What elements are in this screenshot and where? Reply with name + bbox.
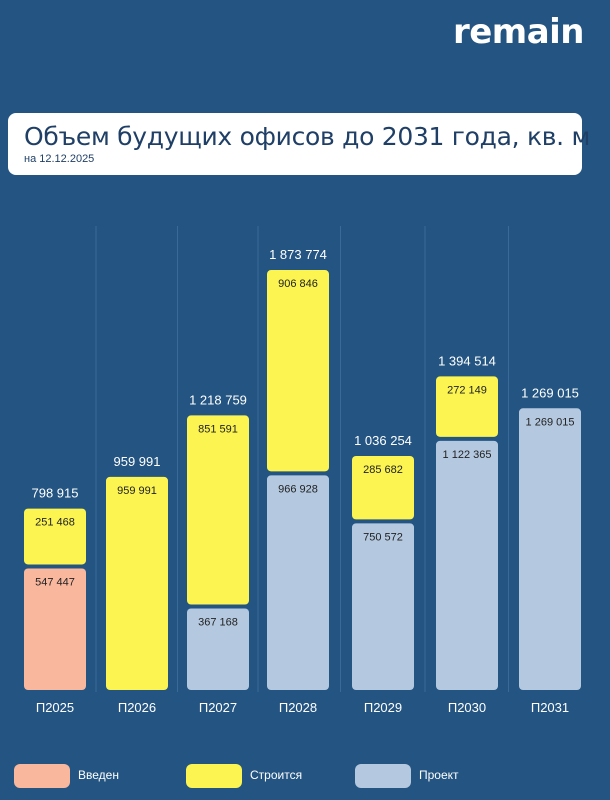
legend-swatch-proekt <box>355 764 411 788</box>
bar-segment-строится <box>187 415 249 605</box>
category-label: П2027 <box>199 700 237 715</box>
bar-segment-введен <box>24 568 86 690</box>
bar-segment-строится <box>436 376 498 437</box>
bar-segment-проект <box>267 475 329 690</box>
legend-swatch-stroitsya <box>186 764 242 788</box>
data-label-строится: 851 591 <box>198 423 238 435</box>
chart-subtitle: на 12.12.2025 <box>24 153 95 165</box>
legend-swatch-vveden <box>14 764 70 788</box>
legend-label-stroitsya: Строится <box>250 768 303 782</box>
total-label: 1 269 015 <box>521 385 579 400</box>
total-label: 1 036 254 <box>354 433 412 448</box>
data-label-проект: 750 572 <box>363 531 403 543</box>
bar-segment-проект <box>519 408 581 690</box>
title-card: Объем будущих офисов до 2031 года, кв. м… <box>8 113 590 175</box>
total-label: 959 991 <box>114 454 161 469</box>
category-label: П2029 <box>364 700 402 715</box>
chart-title: Объем будущих офисов до 2031 года, кв. м <box>24 122 591 151</box>
bar-segment-проект <box>436 440 498 690</box>
data-label-проект: 1 269 015 <box>526 416 575 428</box>
bar-segment-строится <box>267 270 329 472</box>
bar-segment-строится <box>106 476 168 690</box>
legend-label-proekt: Проект <box>419 768 459 782</box>
data-label-строится: 251 468 <box>35 517 75 529</box>
legend-label-vveden: Введен <box>78 768 119 782</box>
bar-segment-проект <box>187 608 249 690</box>
category-label: П2028 <box>279 700 317 715</box>
data-label-введен: 547 447 <box>35 576 75 588</box>
bar-segment-строится <box>352 455 414 520</box>
total-label: 1 873 774 <box>269 247 327 262</box>
total-label: 1 218 759 <box>189 392 247 407</box>
category-label: П2025 <box>36 700 74 715</box>
bar-segment-проект <box>352 523 414 690</box>
data-label-проект: 367 168 <box>198 616 238 628</box>
data-label-строится: 285 682 <box>363 464 403 476</box>
data-label-проект: 966 928 <box>278 483 318 495</box>
category-label: П2031 <box>531 700 569 715</box>
bar-segment-строится <box>24 508 86 565</box>
total-label: 1 394 514 <box>438 353 496 368</box>
chart-legend: Введен Строится Проект <box>0 763 610 789</box>
category-label: П2026 <box>118 700 156 715</box>
brand-logo: remain <box>452 12 585 52</box>
category-label: П2030 <box>448 700 486 715</box>
data-label-строится: 959 991 <box>117 485 157 497</box>
total-label: 798 915 <box>32 486 79 501</box>
data-label-строится: 272 149 <box>447 384 487 396</box>
data-label-строится: 906 846 <box>278 278 318 290</box>
data-label-проект: 1 122 365 <box>443 449 492 461</box>
